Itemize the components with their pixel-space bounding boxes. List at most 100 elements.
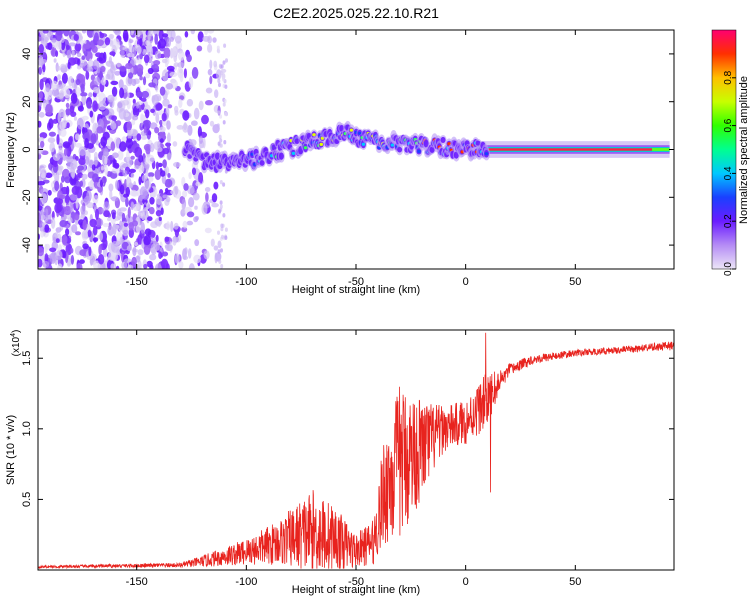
noise-cell	[147, 216, 153, 222]
colorbar-ticks: 0.0 0.2 0.4 0.6 0.8	[723, 70, 736, 276]
noise-cell	[38, 181, 46, 186]
trace-cell	[397, 146, 403, 153]
noise-cell	[77, 105, 84, 112]
noise-cell	[218, 82, 221, 88]
noise-cell	[44, 96, 52, 101]
noise-cell	[93, 77, 102, 85]
noise-cell	[217, 110, 221, 115]
noise-cell	[84, 156, 90, 165]
noise-cell	[182, 110, 190, 121]
noise-cell	[95, 208, 99, 220]
noise-cell	[74, 213, 80, 221]
trace-core-cell	[349, 128, 354, 132]
noise-cell	[136, 133, 142, 141]
trace-cell	[294, 138, 300, 144]
noise-cell	[38, 212, 41, 225]
noise-cell	[51, 37, 57, 43]
noise-cell	[78, 146, 87, 157]
noise-cell	[204, 30, 208, 36]
noise-cell	[92, 100, 98, 112]
noise-cell	[74, 42, 82, 52]
noise-cell	[79, 62, 86, 68]
noise-cell	[40, 193, 48, 204]
noise-cell	[119, 141, 127, 152]
noise-cell	[220, 226, 224, 232]
noise-cell	[143, 126, 147, 134]
y-tick-label: -20	[21, 189, 33, 205]
noise-cell	[75, 199, 79, 209]
noise-cell	[123, 222, 129, 227]
noise-cell	[212, 37, 217, 43]
noise-cell	[162, 33, 169, 38]
noise-cell	[38, 258, 43, 268]
noise-cell	[82, 243, 89, 250]
noise-cell	[76, 117, 84, 130]
noise-cell	[149, 46, 153, 57]
noise-cell	[47, 42, 53, 51]
noise-cell	[123, 258, 132, 263]
noise-cell	[142, 76, 147, 86]
noise-cell	[159, 86, 166, 96]
x-tick-label: 0	[463, 276, 469, 288]
noise-cell	[59, 120, 65, 131]
noise-cell	[88, 246, 92, 257]
noise-cell	[93, 156, 98, 167]
noise-cell	[220, 264, 224, 269]
noise-cell	[87, 181, 93, 187]
noise-cell	[139, 37, 143, 47]
noise-cell	[122, 229, 129, 235]
noise-cell	[134, 242, 138, 246]
noise-cell	[128, 39, 134, 44]
noise-cell	[209, 75, 213, 85]
noise-cell	[134, 146, 143, 158]
noise-cell	[60, 37, 65, 43]
x-tick-label: -150	[126, 276, 148, 288]
noise-cell	[157, 162, 163, 168]
noise-cell	[43, 217, 49, 223]
noise-cell	[109, 51, 116, 56]
noise-cell	[55, 227, 62, 233]
noise-cell	[44, 224, 50, 233]
noise-cell	[197, 31, 204, 43]
trace-cell	[475, 140, 481, 146]
noise-cell	[107, 159, 111, 167]
trace-core-cell	[319, 142, 324, 146]
noise-cell	[112, 223, 117, 235]
noise-cell	[165, 187, 169, 193]
noise-cell	[97, 253, 105, 265]
noise-cell	[56, 134, 60, 145]
noise-cell	[70, 248, 74, 254]
noise-cell	[219, 138, 223, 143]
noise-cell	[157, 109, 164, 116]
noise-cell	[149, 157, 155, 162]
noise-cell	[193, 107, 200, 120]
figure-title: C2E2.2025.025.22.10.R21	[273, 5, 439, 21]
y-tick-label: 20	[21, 96, 33, 108]
noise-cell	[61, 72, 68, 84]
noise-cell	[125, 62, 133, 70]
noise-cell	[104, 37, 111, 46]
noise-cell	[191, 67, 199, 79]
noise-cell	[166, 221, 171, 231]
noise-cell	[132, 98, 136, 104]
noise-cell	[136, 64, 144, 73]
noise-cell	[158, 30, 164, 41]
noise-cell	[132, 220, 138, 227]
noise-cell	[111, 115, 117, 121]
noise-cell	[225, 58, 228, 63]
noise-cell	[182, 255, 189, 260]
noise-cell	[79, 259, 85, 264]
noise-cell	[224, 227, 228, 232]
noise-cell	[223, 140, 227, 145]
noise-cell	[155, 103, 163, 111]
noise-cell	[148, 206, 155, 215]
noise-cell	[71, 224, 78, 234]
noise-cell	[139, 76, 143, 81]
noise-cell	[108, 34, 115, 39]
noise-cell	[50, 217, 56, 229]
noise-cell	[89, 218, 97, 228]
noise-cell	[38, 66, 42, 75]
noise-cell	[186, 54, 192, 63]
noise-cell	[75, 142, 82, 148]
noise-cell	[131, 256, 137, 268]
